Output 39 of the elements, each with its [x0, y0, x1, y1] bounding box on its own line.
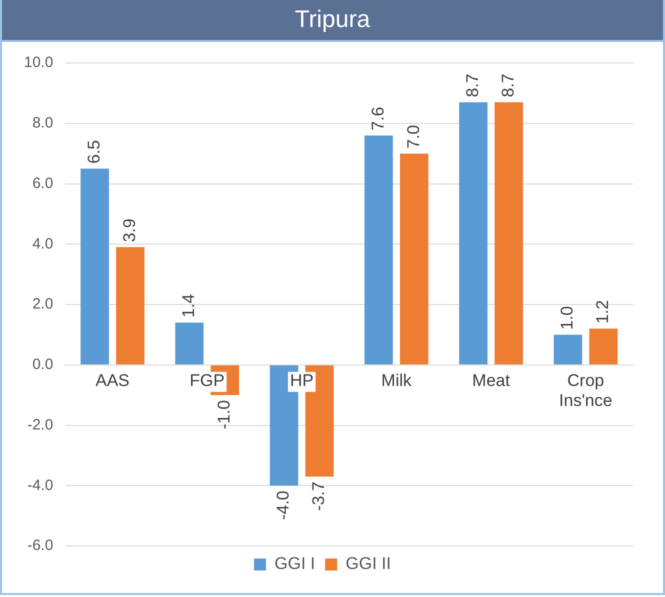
data-label: 1.0: [558, 306, 577, 330]
bar: [554, 334, 582, 364]
bar: [80, 168, 109, 364]
bar: [175, 322, 204, 364]
y-tick-label: 6.0: [32, 174, 54, 192]
data-label: 7.0: [404, 124, 423, 149]
legend-label: GGI I: [274, 554, 316, 574]
data-label: 8.7: [498, 74, 518, 98]
bar: [364, 135, 393, 364]
x-tick-label: Crop Ins'nce: [559, 371, 612, 410]
data-label: 7.6: [368, 106, 388, 130]
y-tick-label: 2.0: [32, 296, 54, 313]
chart-title: Tripura: [2, 0, 663, 42]
data-label: 3.9: [120, 218, 139, 242]
bar: [400, 154, 428, 364]
data-label: 6.5: [84, 140, 104, 164]
y-tick-label: -6.0: [27, 537, 54, 554]
data-label: 1.4: [179, 294, 198, 318]
y-tick-label: -4.0: [27, 476, 54, 494]
legend-label: GGI II: [346, 554, 391, 574]
data-label: -4.0: [274, 490, 293, 520]
y-tick-label: 10.0: [24, 54, 54, 72]
y-tick-label: 0.0: [32, 356, 54, 374]
bar: [116, 247, 144, 364]
y-tick-label: -2.0: [27, 416, 54, 434]
bar: [589, 328, 618, 364]
data-label: -1.0: [214, 400, 234, 430]
bar: [494, 102, 523, 364]
bar: [459, 102, 488, 364]
data-label: -3.7: [309, 482, 328, 511]
x-tick-label: Milk: [381, 371, 412, 390]
x-tick-label: Meat: [472, 371, 510, 390]
x-tick-label: FGP: [190, 371, 225, 390]
x-tick-label: HP: [290, 371, 314, 390]
data-label: 1.2: [593, 300, 612, 324]
data-label: 8.7: [462, 74, 482, 98]
y-tick-label: 8.0: [32, 114, 54, 132]
x-tick-label: AAS: [95, 371, 130, 390]
y-tick-label: 4.0: [32, 235, 54, 252]
